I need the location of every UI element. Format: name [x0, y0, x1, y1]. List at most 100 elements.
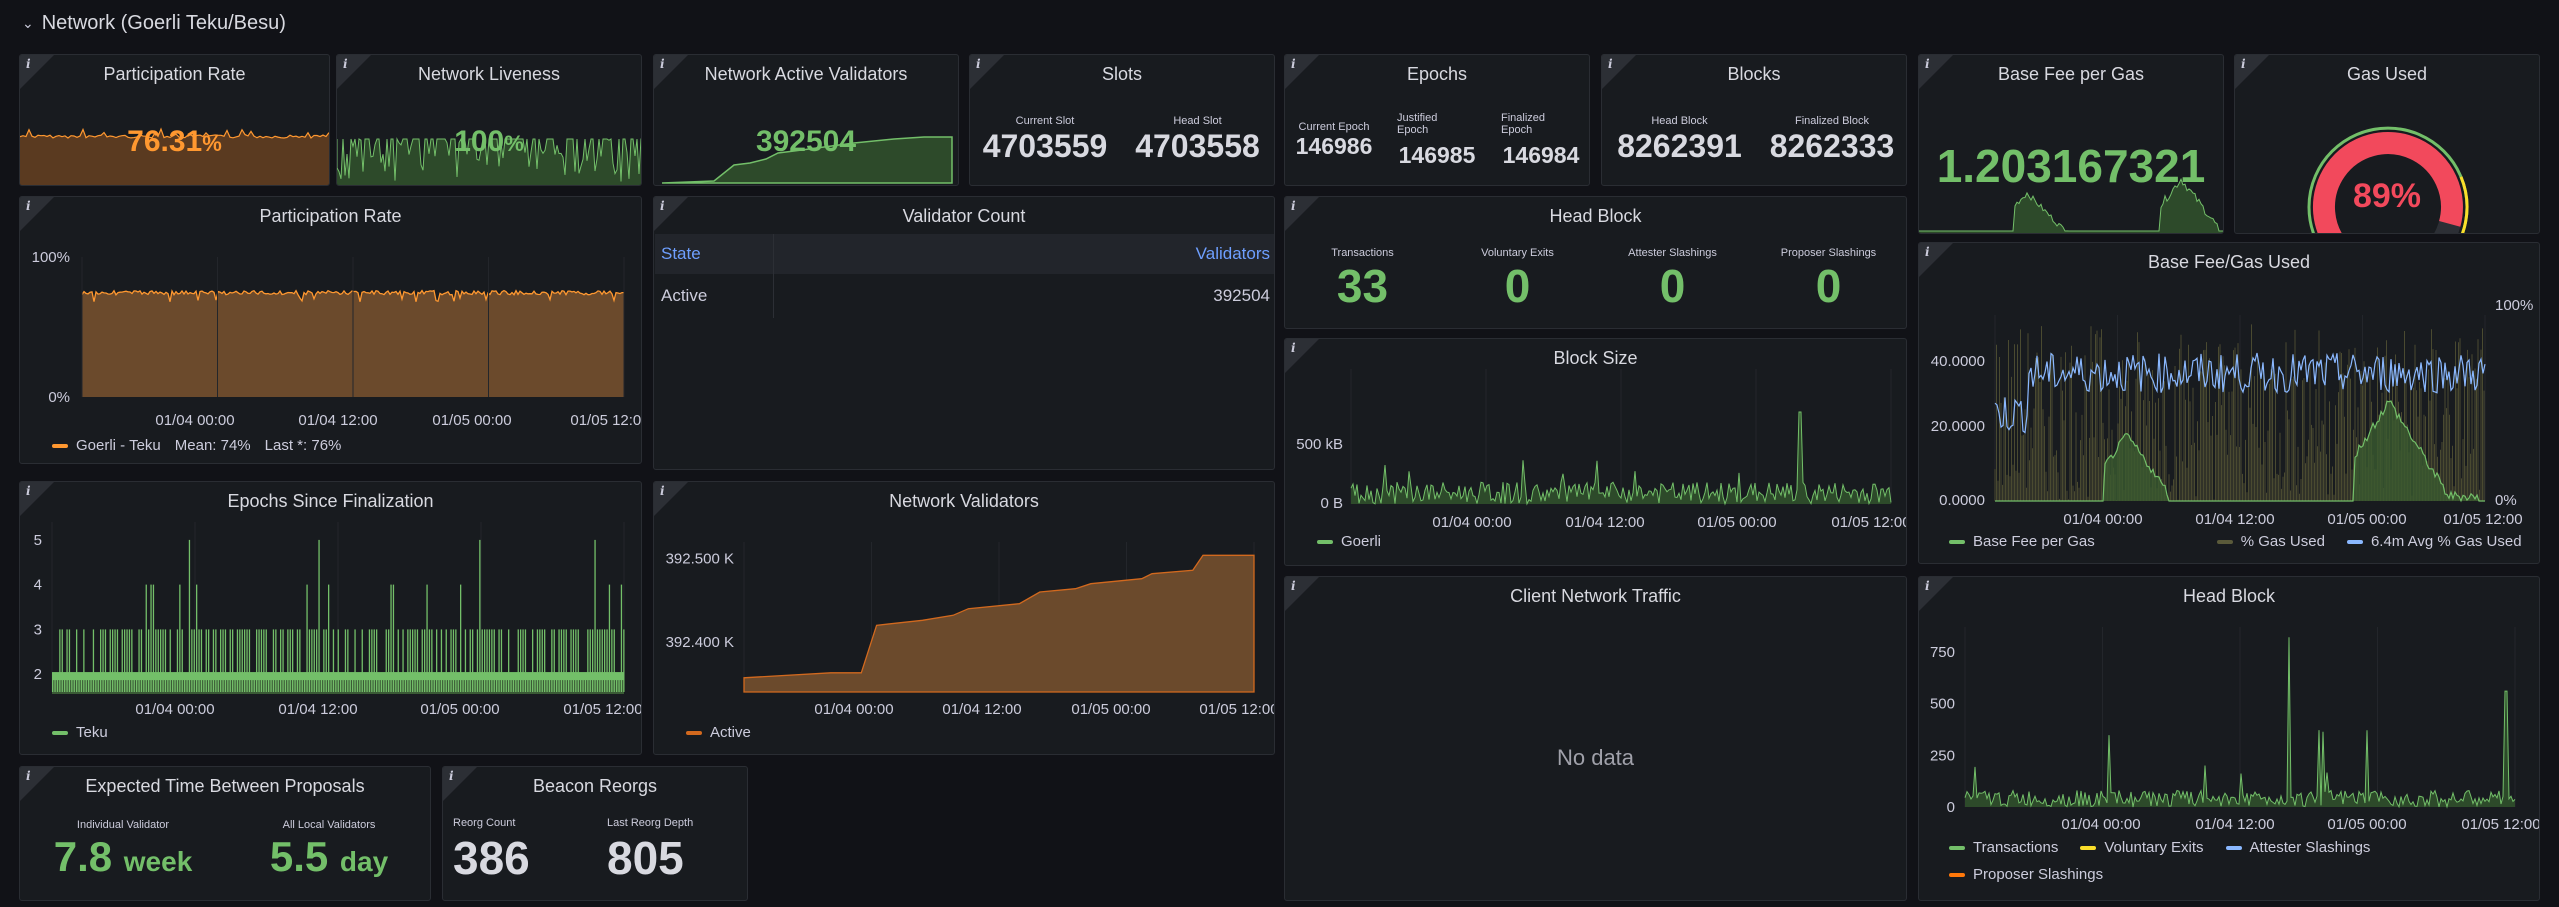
bar	[80, 674, 83, 692]
validator-count-panel[interactable]: i Validator Count State Validators Activ…	[653, 196, 1275, 470]
epochs-since-finalization-panel[interactable]: i Epochs Since Finalization 2 3 4 5 01/04 00…	[19, 481, 642, 755]
gas-used-panel[interactable]: i Gas Used 89%	[2234, 54, 2540, 234]
info-icon[interactable]: i	[660, 484, 665, 498]
bar	[172, 674, 174, 692]
info-icon[interactable]: i	[1291, 57, 1296, 71]
info-icon[interactable]: i	[660, 57, 665, 71]
series-line	[1964, 637, 2516, 809]
y-tick-label: 500 kB	[1296, 436, 1343, 453]
bar	[246, 629, 248, 692]
legend-item[interactable]: % Gas Used	[2216, 533, 2325, 550]
chart-legend[interactable]: Goerli	[1317, 533, 1381, 550]
head-block-value: 8262391	[1617, 128, 1742, 164]
expected-time-panel[interactable]: i Expected Time Between Proposals Indivi…	[19, 766, 431, 901]
bar	[443, 674, 445, 692]
slots-panel[interactable]: i Slots Current Slot 4703559 Head Slot 4…	[969, 54, 1275, 186]
chart-legend[interactable]: Teku	[52, 724, 108, 741]
info-icon[interactable]: i	[660, 199, 665, 213]
bar	[299, 629, 301, 692]
info-icon[interactable]: i	[2241, 57, 2246, 71]
legend-item[interactable]: Goerli - Teku Mean: 74% Last *: 76%	[52, 437, 341, 454]
info-icon[interactable]: i	[26, 199, 31, 213]
legend-item[interactable]: Goerli	[1317, 533, 1381, 550]
legend-item[interactable]: Attester Slashings	[2225, 839, 2370, 856]
network-liveness-panel[interactable]: i Network Liveness 100%	[336, 54, 642, 186]
bar	[73, 674, 75, 692]
individual-validator-label: Individual Validator	[76, 819, 170, 831]
info-icon[interactable]: i	[26, 769, 31, 783]
block-size-panel[interactable]: i Block Size 500 kB 0 B 01/04 00:00 01/04 1…	[1284, 338, 1907, 566]
x-tick-label: 01/04 12:00	[278, 701, 357, 718]
info-icon[interactable]: i	[26, 484, 31, 498]
x-tick-label: 01/04 00:00	[2063, 511, 2142, 528]
chevron-down-icon[interactable]: ⌄	[22, 15, 34, 31]
legend-item[interactable]: Voluntary Exits	[2080, 839, 2204, 856]
bar	[332, 629, 335, 692]
column-header-state[interactable]: State	[655, 234, 774, 274]
base-fee-per-gas-panel[interactable]: i Base Fee per Gas 1.203167321	[1918, 54, 2224, 234]
chart-legend[interactable]: Base Fee per Gas % Gas Used 6.4m Avg % G…	[1949, 533, 2522, 550]
info-icon[interactable]: i	[1291, 199, 1296, 213]
legend-item[interactable]: Proposer Slashings	[1949, 866, 2103, 883]
participation-rate-chart-panel[interactable]: i Participation Rate 100% 0% 01/04 00:00 01…	[19, 196, 642, 464]
head-block-stats-panel[interactable]: i Head Block Transactions 33 Voluntary E…	[1284, 196, 1907, 329]
bar	[277, 674, 279, 692]
bar	[68, 629, 71, 692]
bar	[594, 539, 596, 692]
legend-item[interactable]: Base Fee per Gas	[1949, 533, 2095, 550]
bar	[400, 674, 402, 692]
info-icon[interactable]: i	[26, 57, 31, 71]
legend-item[interactable]: Transactions	[1949, 839, 2058, 856]
bar	[90, 674, 92, 692]
bar	[210, 674, 212, 692]
head-block-chart-panel[interactable]: i Head Block 0 250 500 750 01/04 00:00 01/04 …	[1918, 576, 2540, 901]
info-icon[interactable]: i	[1291, 579, 1296, 593]
legend-item[interactable]: Teku	[52, 724, 108, 741]
chart-legend[interactable]: Goerli - Teku Mean: 74% Last *: 76%	[52, 437, 341, 454]
info-icon[interactable]: i	[449, 769, 454, 783]
beacon-reorgs-panel[interactable]: i Beacon Reorgs Reorg Count 386 Last Reo…	[442, 766, 748, 901]
bar	[390, 584, 392, 692]
legend-item[interactable]: Active	[686, 724, 751, 741]
legend-item[interactable]: 6.4m Avg % Gas Used	[2346, 533, 2522, 550]
network-validators-panel[interactable]: i Network Validators 392.500 K 392.400 K 0…	[653, 481, 1275, 755]
y-tick-label: 0 B	[1320, 495, 1343, 512]
bar	[584, 674, 587, 692]
epochs-panel[interactable]: i Epochs Current Epoch 146986 Justified …	[1284, 54, 1590, 186]
bar	[604, 629, 606, 692]
bar	[596, 629, 599, 692]
stat-value: 76.31%	[127, 125, 222, 158]
network-active-validators-panel[interactable]: i Network Active Validators 392504	[653, 54, 959, 186]
bar	[193, 629, 195, 692]
chart-legend[interactable]: Active	[686, 724, 751, 741]
base-fee-gas-used-panel[interactable]: i Base Fee/Gas Used 40.0000 20.0000 0.0000…	[1918, 242, 2540, 564]
bar	[289, 629, 291, 692]
bar	[335, 674, 337, 692]
bar	[616, 674, 618, 692]
chart-legend[interactable]: Transactions Voluntary Exits Attester Sl…	[1949, 839, 2509, 883]
bar	[484, 629, 486, 692]
panel-title: Participation Rate	[103, 64, 246, 84]
x-tick-label: 01/04 12:00	[1565, 514, 1644, 531]
y-tick-label: 750	[1930, 644, 1955, 661]
column-header-validators[interactable]: Validators	[773, 234, 1274, 274]
bar	[589, 629, 591, 692]
info-icon[interactable]: i	[1291, 341, 1296, 355]
bar	[455, 629, 457, 692]
client-network-traffic-panel[interactable]: i Client Network Traffic No data	[1284, 576, 1907, 901]
bar	[164, 629, 167, 692]
y-tick-label: 40.0000	[1931, 353, 1985, 370]
row-header[interactable]: ⌄ Network (Goerli Teku/Besu)	[22, 12, 286, 35]
bar	[56, 674, 59, 692]
info-icon[interactable]: i	[343, 57, 348, 71]
info-icon[interactable]: i	[1608, 57, 1613, 71]
info-icon[interactable]: i	[1925, 245, 1930, 259]
bar	[253, 674, 255, 692]
info-icon[interactable]: i	[1925, 57, 1930, 71]
blocks-panel[interactable]: i Blocks Head Block 8262391 Finalized Bl…	[1601, 54, 1907, 186]
info-icon[interactable]: i	[976, 57, 981, 71]
sparkline-area	[20, 129, 329, 185]
bar	[205, 629, 207, 692]
info-icon[interactable]: i	[1925, 579, 1930, 593]
participation-rate-stat-panel[interactable]: i Participation Rate 76.31%	[19, 54, 330, 186]
